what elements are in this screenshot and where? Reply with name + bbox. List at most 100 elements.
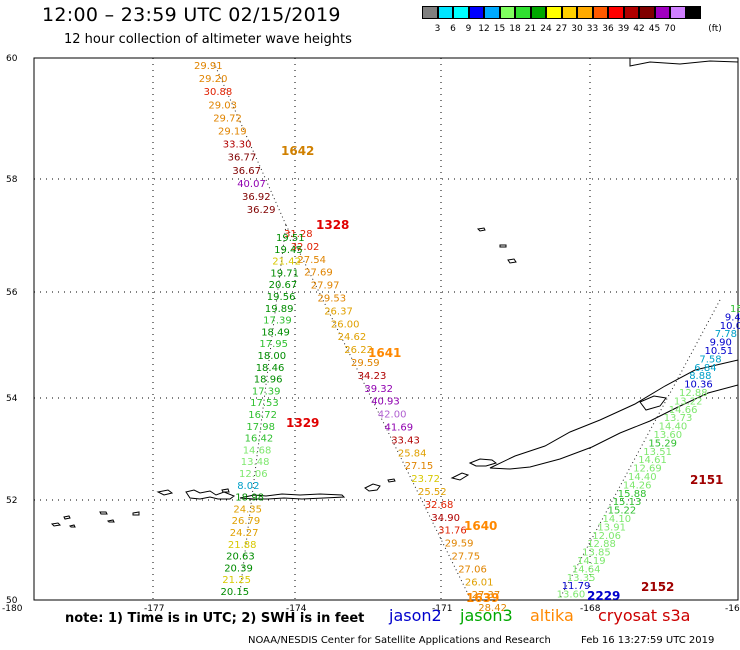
swh-value: 7.78 <box>715 329 737 340</box>
color-swatch <box>670 6 686 19</box>
pass-id-label: 1639 <box>466 591 499 605</box>
color-scale-tick: 30 <box>571 24 583 34</box>
swh-value: 15.94 <box>730 304 740 315</box>
swh-value: 21.42 <box>272 257 301 268</box>
swh-value: 25.52 <box>418 487 447 498</box>
pass-id-label: 2151 <box>690 473 723 487</box>
swh-value: 12.06 <box>239 469 268 480</box>
color-swatch <box>484 6 500 19</box>
swh-value: 29.53 <box>318 294 347 305</box>
swh-value: 31.28 <box>284 229 313 240</box>
swh-value: 15.13 <box>613 497 642 508</box>
pass-id-label: 1328 <box>316 218 349 232</box>
swh-value: 14.61 <box>638 455 667 466</box>
swh-value: 25.84 <box>398 448 427 459</box>
color-swatch <box>654 6 670 19</box>
pass-id-label: 1640 <box>464 519 497 533</box>
swh-value: 14.19 <box>577 556 606 567</box>
swh-value: 36.67 <box>232 166 261 177</box>
swh-value: 13.91 <box>597 522 626 533</box>
swh-value: 26.00 <box>331 319 360 330</box>
lat-label: 50 <box>6 596 18 606</box>
swh-value: 12.06 <box>592 531 621 542</box>
ground-tracks <box>213 62 721 599</box>
color-swatch <box>685 6 701 19</box>
swh-value: 18.98 <box>235 493 264 504</box>
latitude-labels: 60 58 56 54 52 50 <box>6 54 18 606</box>
swh-value: 24.62 <box>338 332 367 343</box>
swh-value: 9.90 <box>710 338 732 349</box>
swh-value: 14.40 <box>628 472 657 483</box>
swh-value: 24.27 <box>230 528 259 539</box>
swh-value: 17.95 <box>259 339 288 350</box>
color-scale-legend: 3 6 9 12 15 18 21 24 27 30 33 36 39 42 45 70 (ft) <box>422 6 732 38</box>
color-scale-tick: 6 <box>450 24 456 34</box>
swh-value: 20.39 <box>224 563 253 574</box>
swh-value: 26.37 <box>324 306 353 317</box>
lat-label: 56 <box>6 288 18 298</box>
swh-value: 27.75 <box>452 552 481 563</box>
swh-value: 14.68 <box>243 445 272 456</box>
swh-value: 27.06 <box>458 564 487 575</box>
legend-jason2: jason2 <box>389 606 442 625</box>
swh-value: 13.22 <box>674 396 703 407</box>
color-scale-tick: 15 <box>493 24 506 34</box>
swh-value: 7.58 <box>699 354 721 365</box>
pass-id-label: 1329 <box>286 416 319 430</box>
color-swatch <box>577 6 593 19</box>
swh-value: 12.88 <box>679 388 708 399</box>
color-swatch <box>453 6 469 19</box>
swh-value: 20.67 <box>269 280 298 291</box>
color-swatch <box>592 6 608 19</box>
swh-value: 10.51 <box>705 346 734 357</box>
swh-value: 6.84 <box>694 363 716 374</box>
lat-label: 54 <box>6 394 18 404</box>
swh-value: 12.69 <box>633 464 662 475</box>
color-scale-tick: 12 <box>478 24 490 34</box>
color-scale-tick: 45 <box>648 24 661 34</box>
swh-value: 10.00 <box>720 321 740 332</box>
swh-value: 23.72 <box>411 474 440 485</box>
swh-value: 18.96 <box>254 375 283 386</box>
color-scale-tick: 39 <box>617 24 630 34</box>
color-scale-tick: 24 <box>540 24 552 34</box>
pass-id-label: 2152 <box>641 580 674 594</box>
swh-value: 17.39 <box>252 386 281 397</box>
swh-value: 8.02 <box>237 481 259 492</box>
coastlines <box>50 57 739 528</box>
swh-value: 13.60 <box>557 590 586 601</box>
swh-value: 17.53 <box>250 398 279 409</box>
swh-value: 34.90 <box>431 513 460 524</box>
swh-value: 8.88 <box>689 371 711 382</box>
lon-label: -168 <box>580 604 601 614</box>
swh-value: 19.71 <box>270 268 299 279</box>
swh-value: 20.15 <box>221 587 250 598</box>
swh-value: 29.19 <box>218 127 247 138</box>
lat-label: 58 <box>6 175 18 185</box>
swh-value: 14.66 <box>669 405 698 416</box>
legend-altika: altika <box>530 606 574 625</box>
swh-value: 15.88 <box>618 489 647 500</box>
swh-value: 21.88 <box>228 540 257 551</box>
alaska-mainland <box>629 57 739 67</box>
swh-value: 13.48 <box>241 457 270 468</box>
color-scale-tick: 70 <box>664 24 676 34</box>
pass-id-label: 2229 <box>587 589 620 603</box>
swh-value: 36.92 <box>242 192 271 203</box>
lon-label: -180 <box>2 604 23 614</box>
swh-value: 29.03 <box>208 100 237 111</box>
swh-value: 9.49 <box>725 312 740 323</box>
swh-value: 27.15 <box>405 461 434 472</box>
swh-value: 13.85 <box>582 548 611 559</box>
swh-value: 26.22 <box>344 345 373 356</box>
swh-value: 29.59 <box>351 358 380 369</box>
swh-value: 19.56 <box>267 292 296 303</box>
color-swatch <box>639 6 655 19</box>
swh-value: 41.69 <box>385 423 414 434</box>
swh-value: 13.35 <box>567 573 596 584</box>
swh-value: 32.68 <box>425 500 454 511</box>
color-swatch <box>468 6 484 19</box>
color-swatch <box>530 6 546 19</box>
map-frame <box>33 57 739 601</box>
page-subtitle: 12 hour collection of altimeter wave hei… <box>64 32 352 47</box>
